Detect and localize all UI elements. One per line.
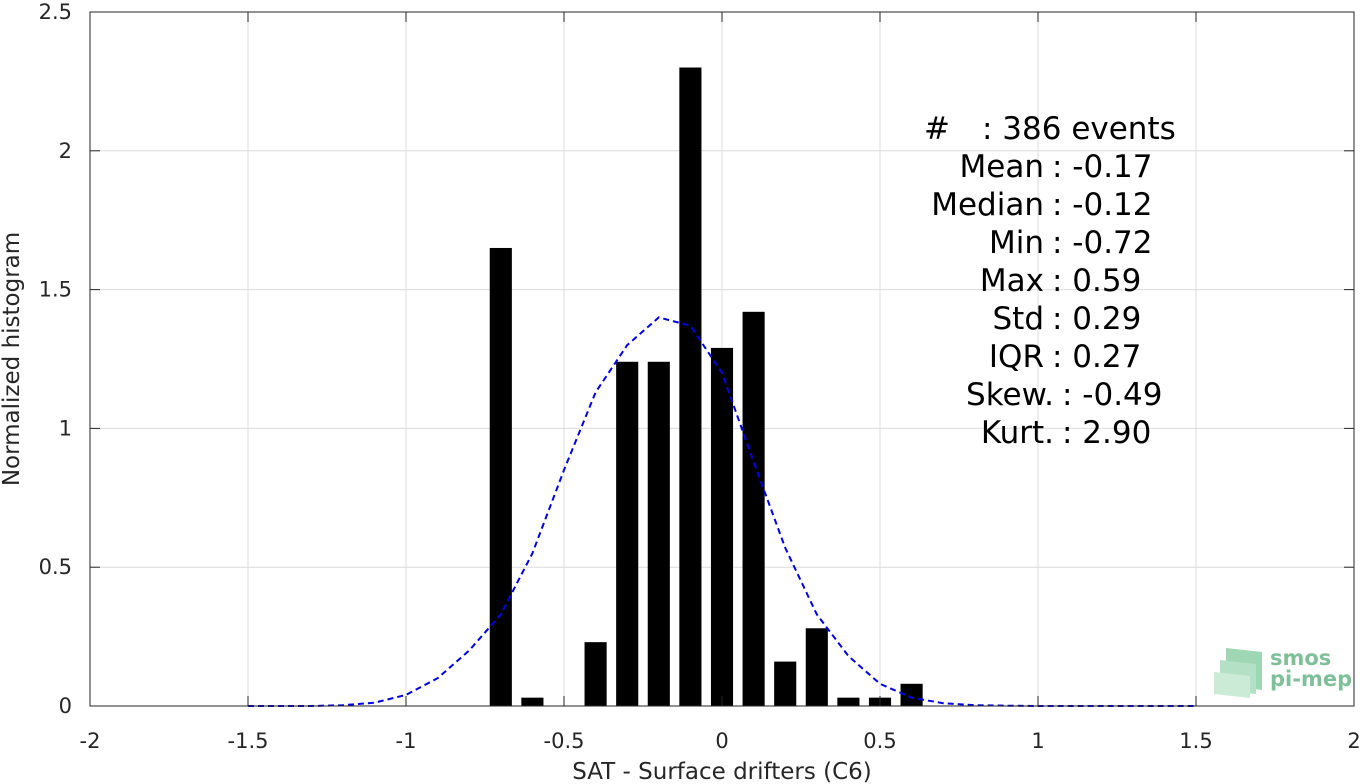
histogram-bar: [710, 347, 734, 706]
x-tick-label: 0.5: [863, 729, 896, 753]
histogram-bars: [489, 67, 923, 706]
histogram-bar: [900, 683, 923, 706]
stat-label: Mean: [960, 149, 1044, 185]
stat-value: : -0.12: [1052, 187, 1153, 223]
stat-value: : 0.59: [1052, 263, 1141, 299]
y-tick-label: 0.5: [39, 555, 72, 579]
stat-value: : 386 events: [982, 111, 1176, 147]
stat-label: IQR: [989, 339, 1044, 375]
logo-icon: [1214, 648, 1262, 698]
histogram-bar: [616, 361, 639, 706]
x-tick-label: -1: [396, 729, 417, 753]
x-tick-label: -2: [80, 729, 101, 753]
y-tick-label: 1.5: [39, 278, 72, 302]
logo-text-smos: smos: [1270, 646, 1331, 670]
stat-label: #: [924, 111, 950, 147]
stat-value: : -0.49: [1062, 377, 1163, 413]
stat-label: Max: [980, 263, 1044, 299]
histogram-bar: [584, 642, 607, 706]
x-axis-label: SAT - Surface drifters (C6): [572, 759, 872, 784]
x-tick-label: 1.5: [1179, 729, 1212, 753]
y-axis-label: Normalized histogram: [0, 232, 25, 486]
y-tick-label: 0: [59, 694, 72, 718]
histogram-bar: [521, 697, 544, 706]
stat-value: : 0.27: [1052, 339, 1141, 375]
x-tick-label: 2: [1347, 729, 1360, 753]
x-tick-label: -1.5: [228, 729, 269, 753]
histogram-bar: [489, 247, 512, 706]
y-tick-label: 2: [59, 139, 72, 163]
stat-label: Median: [931, 187, 1044, 223]
histogram-bar: [837, 697, 860, 706]
stat-label: Min: [989, 225, 1044, 261]
histogram-bar: [774, 661, 797, 706]
stat-label: Kurt.: [981, 415, 1054, 451]
stat-label: Skew.: [966, 377, 1054, 413]
stat-value: : -0.72: [1052, 225, 1153, 261]
y-tick-label: 1: [59, 416, 72, 440]
stat-value: : -0.17: [1052, 149, 1153, 185]
x-tick-label: 1: [1031, 729, 1044, 753]
histogram-bar: [805, 628, 828, 706]
y-tick-label: 2.5: [39, 0, 72, 24]
x-axis-ticks: -2 -1.5 -1 -0.5 0 0.5 1 1.5 2: [80, 12, 1361, 753]
histogram-bar: [679, 67, 702, 706]
smos-pimep-logo: smos pi-mep: [1214, 646, 1352, 698]
y-axis-ticks: 0 0.5 1 1.5 2 2.5: [39, 0, 1354, 718]
histogram-bar: [647, 361, 670, 706]
x-tick-label: 0: [715, 729, 728, 753]
stat-value: : 0.29: [1052, 301, 1141, 337]
stat-label: Std: [992, 301, 1044, 337]
stat-value: : 2.90: [1062, 415, 1151, 451]
x-tick-label: -0.5: [544, 729, 585, 753]
histogram-bar: [742, 311, 765, 706]
logo-text-pimep: pi-mep: [1270, 667, 1352, 691]
